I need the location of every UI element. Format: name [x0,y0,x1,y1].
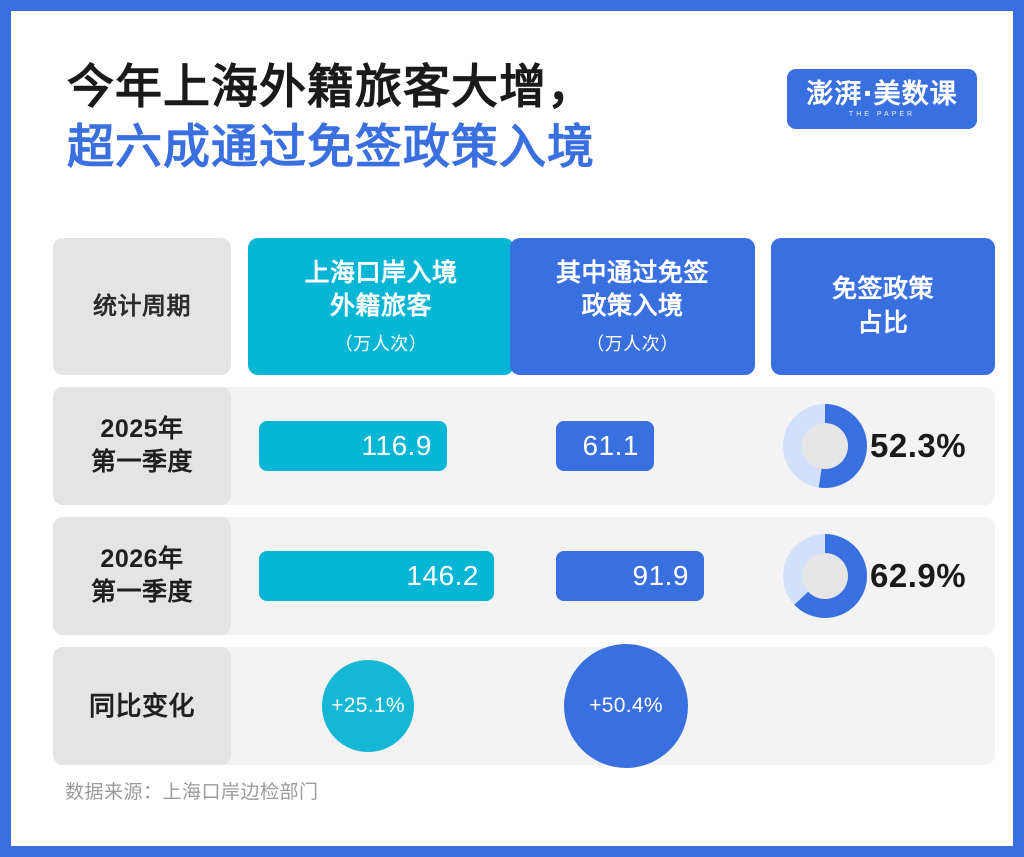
column-header-period: 统计周期 [53,238,231,375]
column-header-visa-free-unit: （万人次） [586,334,679,355]
column-header-visa-free: 其中通过免签 政策入境 （万人次） [510,238,755,375]
header: 今年上海外籍旅客大增， 超六成通过免签政策入境 澎湃·美数课 THE PAPER [55,57,977,207]
infographic-frame: 今年上海外籍旅客大增， 超六成通过免签政策入境 澎湃·美数课 THE PAPER… [11,11,1013,846]
title-line-2: 超六成通过免签政策入境 [67,120,595,174]
data-table: 统计周期 上海口岸入境 外籍旅客 （万人次） 其中通过免签 政策入境 （万人次）… [53,238,995,777]
foreign-visitors-change-value: +25.1% [331,694,405,717]
column-header-foreign-visitors-label: 上海口岸入境 外籍旅客 [304,258,458,320]
page-title: 今年上海外籍旅客大增， 超六成通过免签政策入境 [67,57,595,177]
share-value: 62.9% [870,557,967,594]
table-row: 同比变化 +25.1% +50.4% [53,644,995,768]
visa-free-bar: 61.1 [556,421,654,471]
share-donut-chart [783,404,867,488]
foreign-visitors-cell: 116.9 [259,387,525,505]
brand-logo: 澎湃·美数课 THE PAPER [787,69,977,129]
column-header-foreign-visitors: 上海口岸入境 外籍旅客 （万人次） [248,238,514,375]
visa-free-value: 61.1 [582,430,639,461]
column-header-period-label: 统计周期 [93,292,191,320]
visa-free-change-value: +50.4% [589,694,663,717]
table-row: 2026年 第一季度 146.2 91.9 [53,517,995,635]
title-line-1: 今年上海外籍旅客大增， [67,60,595,113]
visa-free-change-cell: +50.4% [564,644,724,768]
foreign-visitors-change-cell: +25.1% [322,647,442,765]
foreign-visitors-bar: 116.9 [259,421,447,471]
share-donut-chart [783,534,867,618]
visa-free-cell: 91.9 [556,517,801,635]
donut-hole [802,553,848,599]
foreign-visitors-cell: 146.2 [259,517,525,635]
donut-hole [802,423,848,469]
column-header-share-label: 免签政策 占比 [831,275,934,337]
donut-svg [783,404,867,488]
column-header-visa-free-label: 其中通过免签 政策入境 [555,258,709,320]
foreign-visitors-value: 146.2 [406,560,479,591]
row-label-cell: 2025年 第一季度 [53,387,231,505]
table-row: 2025年 第一季度 116.9 61.1 [53,387,995,505]
foreign-visitors-value: 116.9 [361,430,432,461]
column-header-foreign-visitors-unit: （万人次） [334,334,428,355]
logo-main-text: 澎湃·美数课 [806,78,958,110]
row-label: 2025年 第一季度 [90,415,193,476]
visa-free-bar: 91.9 [556,551,704,601]
share-cell: 52.3% [783,387,1007,505]
visa-free-value: 91.9 [632,560,689,591]
share-cell: 62.9% [783,517,1007,635]
row-label: 2026年 第一季度 [90,545,193,606]
row-label-cell: 2026年 第一季度 [53,517,231,635]
share-value: 52.3% [870,427,967,464]
visa-free-change-circle: +50.4% [564,644,688,768]
row-label-cell: 同比变化 [53,647,231,765]
logo-sub-text: THE PAPER [848,110,916,118]
column-header-share: 免签政策 占比 [771,238,995,375]
visa-free-cell: 61.1 [556,387,801,505]
foreign-visitors-change-circle: +25.1% [322,660,414,752]
donut-svg [783,534,867,618]
table-header-row: 统计周期 上海口岸入境 外籍旅客 （万人次） 其中通过免签 政策入境 （万人次）… [53,238,995,375]
row-label: 同比变化 [88,690,195,721]
source-note: 数据来源：上海口岸边检部门 [65,782,319,803]
foreign-visitors-bar: 146.2 [259,551,494,601]
